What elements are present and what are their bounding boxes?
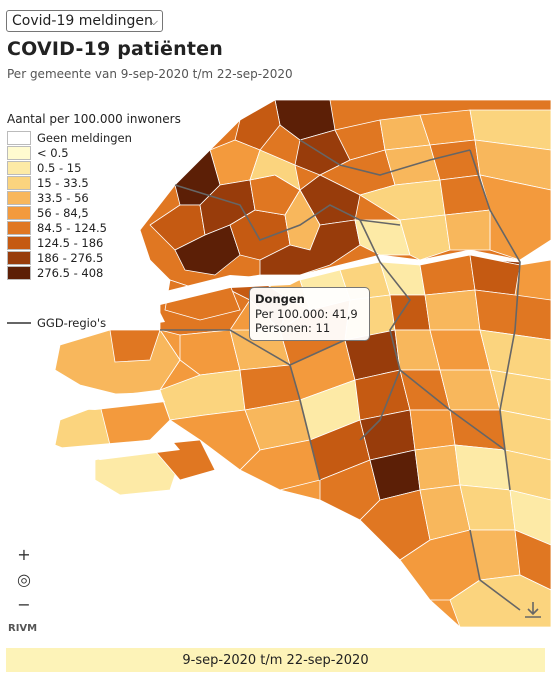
legend-swatch [7,145,31,160]
choropleth-map[interactable] [0,100,551,627]
legend-item: 0.5 - 15 [7,160,181,175]
map-attribution: RIVM [8,623,38,634]
zoom-in-button[interactable]: + [13,543,35,565]
legend-item: Geen meldingen [7,130,181,145]
map-legend: Aantal per 100.000 inwoners Geen melding… [7,112,181,330]
tooltip-municipality-name: Dongen [255,292,305,306]
legend-item: < 0.5 [7,145,181,160]
legend-label: 56 - 84,5 [37,205,89,220]
legend-ggd-label: GGD-regio's [37,316,107,330]
data-selector[interactable]: Covid-19 meldingen ⌵ [6,10,163,32]
legend-swatch [7,205,31,220]
legend-item: 124.5 - 186 [7,235,181,250]
legend-item: 15 - 33.5 [7,175,181,190]
legend-swatch [7,130,31,145]
legend-item: 33.5 - 56 [7,190,181,205]
municipality-tooltip: Dongen Per 100.000: 41,9 Personen: 11 [249,287,370,341]
tooltip-per100k: Per 100.000: 41,9 [255,306,358,321]
legend-label: 124.5 - 186 [37,235,104,250]
legend-swatch [7,160,31,175]
map-canvas[interactable] [0,100,551,627]
map-controls: + ◎ − [13,543,35,618]
legend-swatch [7,235,31,250]
legend-swatch [7,190,31,205]
legend-label: 276.5 - 408 [37,265,104,280]
legend-label: 84.5 - 124.5 [37,220,107,235]
legend-swatch [7,220,31,235]
legend-item: 84.5 - 124.5 [7,220,181,235]
data-selector-value: Covid-19 meldingen [12,13,153,29]
page-title: COVID-19 patiënten [7,38,223,60]
legend-label: < 0.5 [37,145,69,160]
legend-label: 0.5 - 15 [37,160,82,175]
ggd-border-line [7,322,31,324]
download-icon[interactable] [523,600,543,620]
legend-swatch [7,175,31,190]
zoom-out-button[interactable]: − [13,593,35,615]
legend-item: 56 - 84,5 [7,205,181,220]
chevron-down-icon: ⌵ [149,15,158,28]
page-subtitle: Per gemeente van 9-sep-2020 t/m 22-sep-2… [7,67,293,81]
tooltip-persons: Personen: 11 [255,321,331,335]
legend-label: 186 - 276.5 [37,250,104,265]
legend-label: Geen meldingen [37,130,132,145]
legend-title: Aantal per 100.000 inwoners [7,112,181,126]
legend-swatch [7,265,31,280]
legend-label: 15 - 33.5 [37,175,89,190]
legend-ggd-regions: GGD-regio's [7,316,181,330]
legend-item: 276.5 - 408 [7,265,181,280]
legend-swatch [7,250,31,265]
locate-icon[interactable]: ◎ [13,568,35,590]
legend-item: 186 - 276.5 [7,250,181,265]
legend-label: 33.5 - 56 [37,190,89,205]
period-bar[interactable]: 9-sep-2020 t/m 22-sep-2020 [6,648,545,672]
